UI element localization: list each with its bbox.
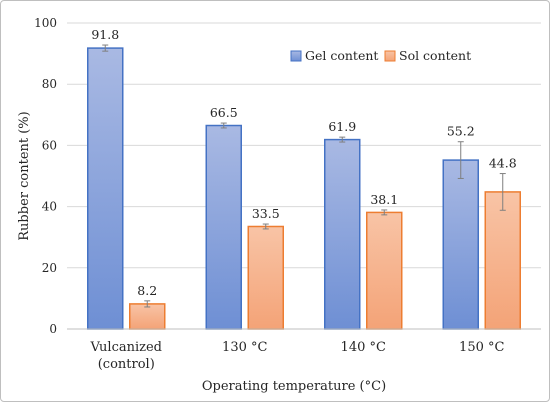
x-axis-categories: Vulcanized (control) 130 °C 140 °C 150 °C [89, 340, 504, 372]
x-category-label: Vulcanized [89, 340, 162, 355]
x-axis-title: Operating temperature (°C) [202, 379, 386, 394]
error-bar [144, 300, 151, 308]
legend-swatch [290, 50, 302, 62]
error-bar [220, 122, 227, 129]
data-label: 8.2 [137, 283, 157, 298]
bars [87, 47, 521, 330]
x-category-label: (control) [98, 357, 155, 372]
error-bars [102, 44, 506, 308]
error-bar [102, 44, 109, 52]
x-category-label: 140 °C [341, 340, 386, 355]
y-axis-ticks: 0 20 40 60 80 100 [34, 16, 57, 336]
legend-item: Sol content [384, 48, 471, 63]
error-bar [457, 141, 464, 179]
y-tick-label: 80 [42, 77, 57, 91]
bar-sol-content [484, 191, 521, 330]
data-label: 66.5 [210, 105, 238, 120]
legend-label: Sol content [399, 48, 471, 63]
y-tick-label: 0 [49, 322, 57, 336]
data-label: 44.8 [489, 156, 517, 171]
data-label: 61.9 [328, 119, 356, 134]
bar-gel-content [442, 159, 479, 330]
legend-label: Gel content [305, 48, 378, 63]
x-category-label: 130 °C [222, 340, 267, 355]
data-label: 33.5 [252, 206, 280, 221]
y-tick-label: 60 [42, 138, 57, 152]
bar-sol-content [129, 303, 166, 330]
y-tick-label: 100 [34, 16, 57, 30]
x-category-label: 150 °C [459, 340, 504, 355]
bar-sol-content [366, 211, 403, 330]
y-tick-label: 20 [42, 261, 57, 275]
bar-gel-content [324, 138, 361, 330]
error-bar [499, 173, 506, 211]
bar-gel-content [205, 124, 242, 330]
y-tick-label: 40 [42, 200, 57, 214]
data-label: 91.8 [91, 27, 119, 42]
error-bar [262, 223, 269, 230]
data-label: 38.1 [370, 192, 398, 207]
legend-swatch [384, 50, 396, 62]
error-bar [381, 209, 388, 216]
legend: Gel content Sol content [290, 48, 471, 63]
data-label: 55.2 [447, 124, 475, 139]
error-bar [339, 136, 346, 143]
data-labels: 91.8 8.2 66.5 33.5 61.9 38.1 55.2 44.8 [91, 27, 516, 298]
bar-sol-content [247, 225, 284, 330]
legend-item: Gel content [290, 48, 378, 63]
y-axis-title: Rubber content (%) [17, 111, 32, 240]
bar-gel-content [87, 47, 124, 330]
